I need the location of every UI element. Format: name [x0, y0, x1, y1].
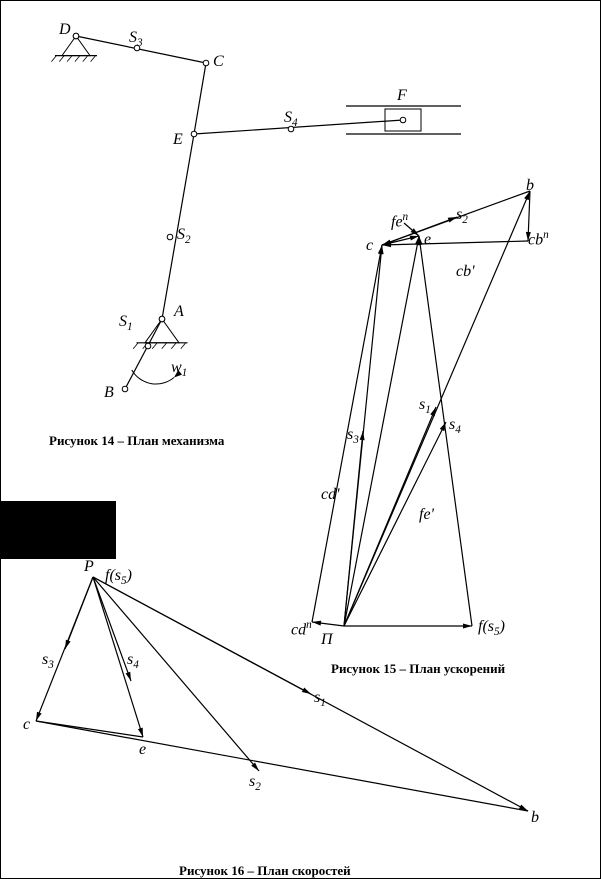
label-fig15-Pi: П: [321, 631, 333, 649]
label-fig15-f: f(s5): [478, 618, 505, 638]
caption-fig16: Рисунок 16 – План скоростей: [179, 863, 351, 879]
label-fig14-E: E: [173, 131, 183, 149]
label-fig16-f: f(s5): [105, 567, 132, 587]
label-fig15-fen: fen: [391, 211, 408, 231]
label-fig14-D: D: [59, 21, 71, 39]
label-fig15-s1: s1: [419, 396, 431, 416]
label-fig16-P: P: [84, 558, 94, 576]
label-fig14-S4: S4: [284, 109, 298, 129]
label-fig14-C: C: [213, 53, 224, 71]
label-fig16-s2: s2: [249, 773, 261, 793]
label-fig15-b: b: [526, 177, 534, 195]
label-fig16-s3: s3: [42, 651, 54, 671]
label-fig15-cbp: cb': [456, 263, 475, 281]
label-fig14-A: A: [174, 303, 184, 321]
label-fig16-e: e: [139, 741, 146, 759]
label-fig15-s3: s3: [347, 426, 359, 446]
label-fig14-F: F: [397, 87, 407, 105]
label-fig15-fep: fe': [419, 506, 434, 524]
label-fig15-cbn: cbn: [528, 229, 549, 249]
label-fig15-s2: s2: [456, 206, 468, 226]
label-fig15-cdn: cdn: [291, 619, 312, 639]
label-fig14-S3: S3: [129, 29, 143, 49]
label-fig15-s4: s4: [449, 416, 461, 436]
label-fig15-cdp: cd': [321, 486, 340, 504]
label-fig16-s4: s4: [127, 651, 139, 671]
label-fig14-S2: S2: [177, 226, 191, 246]
label-fig14-B: B: [104, 384, 114, 402]
label-fig15-c: c: [366, 237, 373, 255]
label-fig14-S1: S1: [119, 313, 133, 333]
label-fig16-b: b: [531, 809, 539, 827]
label-fig16-s1: s1: [314, 689, 326, 709]
label-fig15-e: e: [424, 231, 431, 249]
caption-fig14: Рисунок 14 – План механизма: [49, 433, 224, 449]
label-fig14-w1: w1: [171, 359, 187, 379]
caption-fig15: Рисунок 15 – План ускорений: [331, 661, 505, 677]
label-fig16-c: c: [23, 716, 30, 734]
